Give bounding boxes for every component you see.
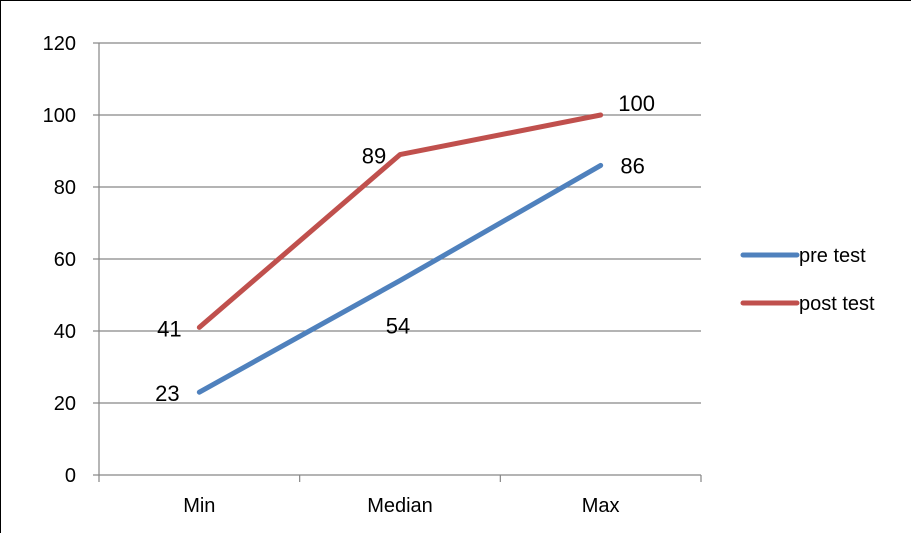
data-label: 23 bbox=[155, 381, 179, 406]
legend: pre test post test bbox=[743, 245, 875, 315]
y-tick-label: 60 bbox=[54, 249, 76, 271]
series-line-post-test bbox=[199, 115, 600, 327]
y-tick-label: 80 bbox=[54, 177, 76, 199]
legend-label: pre test bbox=[799, 245, 866, 267]
x-tick-label: Min bbox=[183, 495, 215, 517]
data-label: 89 bbox=[362, 144, 386, 169]
x-tick-label: Median bbox=[367, 495, 433, 517]
series-lines bbox=[199, 115, 600, 392]
data-label: 54 bbox=[386, 314, 410, 339]
legend-item: post test bbox=[743, 293, 875, 315]
y-tick-label: 40 bbox=[54, 321, 76, 343]
gridlines bbox=[99, 43, 701, 403]
y-tick-label: 100 bbox=[43, 105, 76, 127]
y-tick-label: 20 bbox=[54, 393, 76, 415]
data-label: 41 bbox=[157, 316, 181, 341]
y-tick-label: 0 bbox=[65, 465, 76, 487]
data-labels: 23 54 86 41 89 100 bbox=[155, 91, 655, 406]
data-label: 86 bbox=[620, 153, 644, 178]
x-tick-label: Max bbox=[582, 495, 620, 517]
legend-label: post test bbox=[799, 293, 875, 315]
legend-item: pre test bbox=[743, 245, 866, 267]
data-label: 100 bbox=[618, 91, 655, 116]
y-tick-label: 120 bbox=[43, 33, 76, 55]
axes: 0 20 40 60 80 100 120 Min Median Max bbox=[43, 33, 701, 517]
